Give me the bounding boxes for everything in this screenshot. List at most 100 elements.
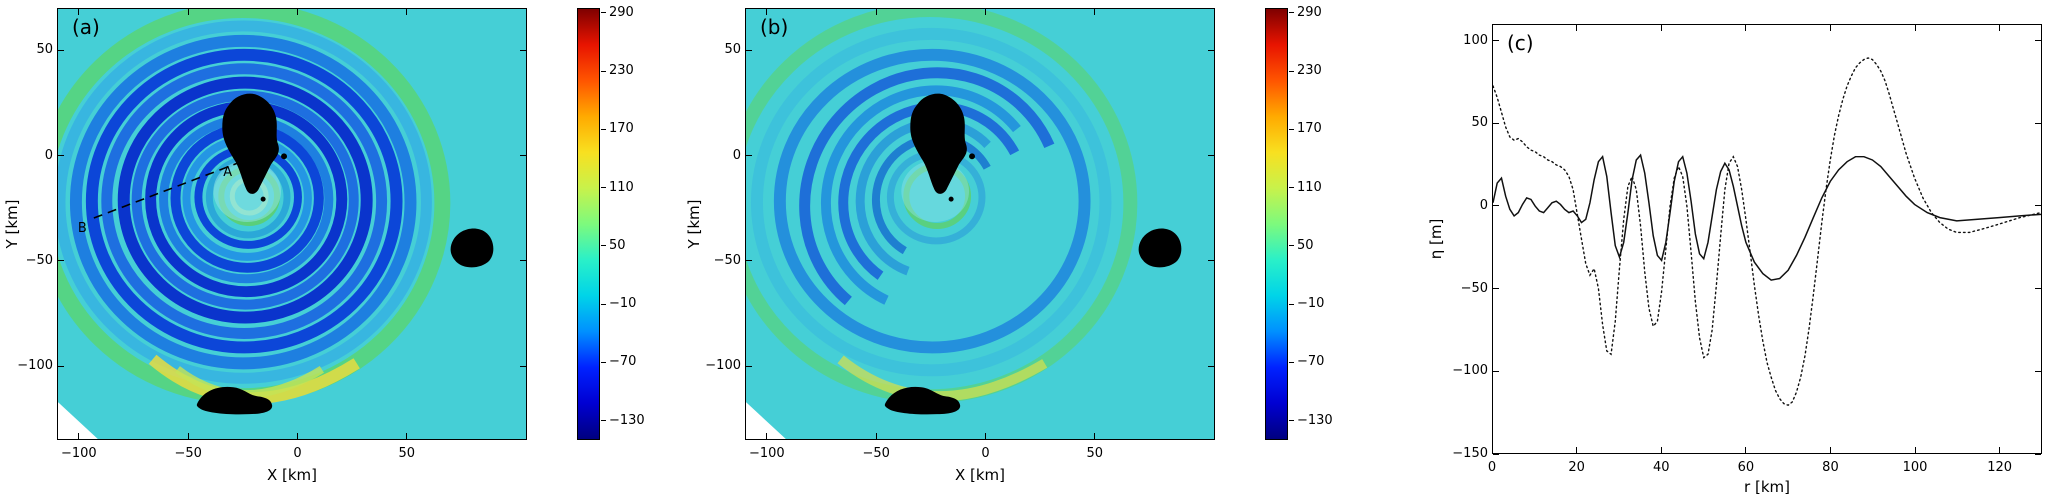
x-tick-mark bbox=[1745, 25, 1747, 31]
y-tick-mark bbox=[1493, 288, 1499, 290]
y-tick-mark bbox=[2035, 205, 2041, 207]
x-tick-mark bbox=[1829, 25, 1831, 31]
colorbar-tick-mark bbox=[601, 128, 606, 130]
y-tick-mark bbox=[520, 365, 526, 367]
x-tick-mark bbox=[1094, 9, 1096, 15]
colorbar-tick-label: 230 bbox=[609, 63, 634, 79]
colorbar-tick-label: −10 bbox=[609, 296, 637, 312]
series-solid-curve bbox=[1493, 153, 2041, 281]
y-tick-label: 0 bbox=[44, 147, 53, 163]
y-tick-mark bbox=[1208, 49, 1214, 51]
colorbar-tick-label: −70 bbox=[609, 354, 637, 370]
y-tick-mark bbox=[746, 155, 752, 156]
y-tick-mark bbox=[1493, 453, 1499, 455]
colorbar-tick-mark bbox=[601, 420, 606, 422]
x-tick-label: 80 bbox=[1822, 460, 1839, 475]
x-tick-mark bbox=[984, 9, 986, 15]
x-tick-mark bbox=[406, 433, 408, 439]
x-tick-label: 120 bbox=[1987, 460, 2013, 475]
y-tick-mark bbox=[1493, 40, 1499, 42]
y-tick-mark bbox=[1208, 365, 1214, 367]
y-tick-label: 50 bbox=[724, 42, 741, 58]
colorbar-tick-mark bbox=[601, 361, 606, 363]
x-tick-label: −100 bbox=[749, 446, 785, 461]
y-tick-label: 50 bbox=[1471, 115, 1488, 131]
y-tick-label: −100 bbox=[705, 358, 741, 374]
y-tick-mark bbox=[2035, 370, 2041, 372]
colorbar-tick-label: −130 bbox=[609, 412, 645, 428]
colorbar-tick-mark bbox=[1289, 187, 1294, 189]
colorbar-tick-label: 170 bbox=[1297, 121, 1322, 137]
colorbar-tick-label: 110 bbox=[1297, 179, 1322, 195]
x-tick-mark bbox=[1829, 447, 1831, 453]
y-tick-mark bbox=[520, 155, 526, 156]
colorbar-tick-mark bbox=[1289, 361, 1294, 363]
ylabel-c: η [m] bbox=[1427, 218, 1445, 260]
y-tick-label: −50 bbox=[713, 252, 741, 268]
transect-group: A B bbox=[78, 162, 238, 236]
x-tick-mark bbox=[1491, 447, 1493, 453]
x-tick-label: −100 bbox=[61, 446, 97, 461]
x-tick-mark bbox=[1491, 25, 1493, 31]
map-plot-b: (b) bbox=[745, 8, 1215, 440]
x-tick-mark bbox=[1576, 25, 1578, 31]
colorbar-tick-mark bbox=[1289, 70, 1294, 72]
y-tick-mark bbox=[2035, 40, 2041, 42]
y-tick-mark bbox=[2035, 453, 2041, 455]
profile-plot-c: (c) bbox=[1492, 24, 2042, 454]
colorbar-tick-mark bbox=[601, 12, 606, 14]
colorbar-tick-label: −130 bbox=[1297, 412, 1333, 428]
colorbar-tick-mark bbox=[601, 187, 606, 189]
y-tick-mark bbox=[746, 260, 752, 262]
x-tick-mark bbox=[187, 9, 189, 15]
colorbar-tick-mark bbox=[1289, 12, 1294, 14]
y-tick-mark bbox=[58, 155, 64, 156]
x-tick-label: −50 bbox=[862, 446, 890, 461]
y-tick-mark bbox=[746, 49, 752, 51]
y-tick-mark bbox=[1493, 205, 1499, 207]
x-tick-label: 100 bbox=[1902, 460, 1928, 475]
x-tick-mark bbox=[1745, 447, 1747, 453]
colorbar-tick-label: 110 bbox=[609, 179, 634, 195]
y-tick-mark bbox=[2035, 122, 2041, 124]
series-dotted-curve bbox=[1493, 57, 2041, 407]
y-tick-label: −100 bbox=[1452, 363, 1488, 379]
y-tick-label: 0 bbox=[1479, 197, 1488, 213]
colorbar-tick-mark bbox=[1289, 245, 1294, 247]
x-tick-mark bbox=[766, 9, 768, 15]
transect-label-b: B bbox=[78, 221, 87, 236]
colorbar-tick-mark bbox=[1289, 128, 1294, 130]
y-tick-label: 100 bbox=[1463, 32, 1488, 48]
x-tick-label: 0 bbox=[1487, 460, 1497, 475]
x-tick-mark bbox=[1999, 447, 2001, 453]
x-tick-mark bbox=[78, 9, 80, 15]
transect-line bbox=[93, 162, 238, 219]
y-tick-mark bbox=[746, 365, 752, 367]
x-tick-mark bbox=[1914, 447, 1916, 453]
y-tick-label: −150 bbox=[1452, 446, 1488, 461]
x-tick-mark bbox=[875, 9, 877, 15]
y-tick-mark bbox=[58, 49, 64, 51]
panel-label-c: (c) bbox=[1507, 31, 1534, 55]
y-tick-mark bbox=[2035, 288, 2041, 290]
x-tick-label: 60 bbox=[1737, 460, 1755, 475]
x-tick-mark bbox=[1576, 447, 1578, 453]
colorbar-a bbox=[577, 8, 600, 440]
x-tick-mark bbox=[1999, 25, 2001, 31]
x-tick-mark bbox=[187, 433, 189, 439]
colorbar-tick-label: −70 bbox=[1297, 354, 1325, 370]
colorbar-tick-label: 290 bbox=[609, 4, 634, 20]
y-tick-label: −50 bbox=[25, 252, 53, 268]
colorbar-tick-label: 170 bbox=[609, 121, 634, 137]
colorbar-tick-label: −10 bbox=[1297, 296, 1325, 312]
colorbar-tick-label: 230 bbox=[1297, 63, 1322, 79]
x-tick-label: 50 bbox=[1086, 446, 1104, 461]
xlabel-c: r [km] bbox=[1744, 478, 1790, 496]
transect-label-a: A bbox=[223, 165, 232, 180]
x-tick-mark bbox=[766, 433, 768, 439]
x-tick-mark bbox=[78, 433, 80, 439]
colorbar-tick-mark bbox=[1289, 303, 1294, 305]
y-tick-mark bbox=[1493, 370, 1499, 372]
y-tick-label: −100 bbox=[17, 358, 53, 374]
colorbar-tick-mark bbox=[601, 70, 606, 72]
